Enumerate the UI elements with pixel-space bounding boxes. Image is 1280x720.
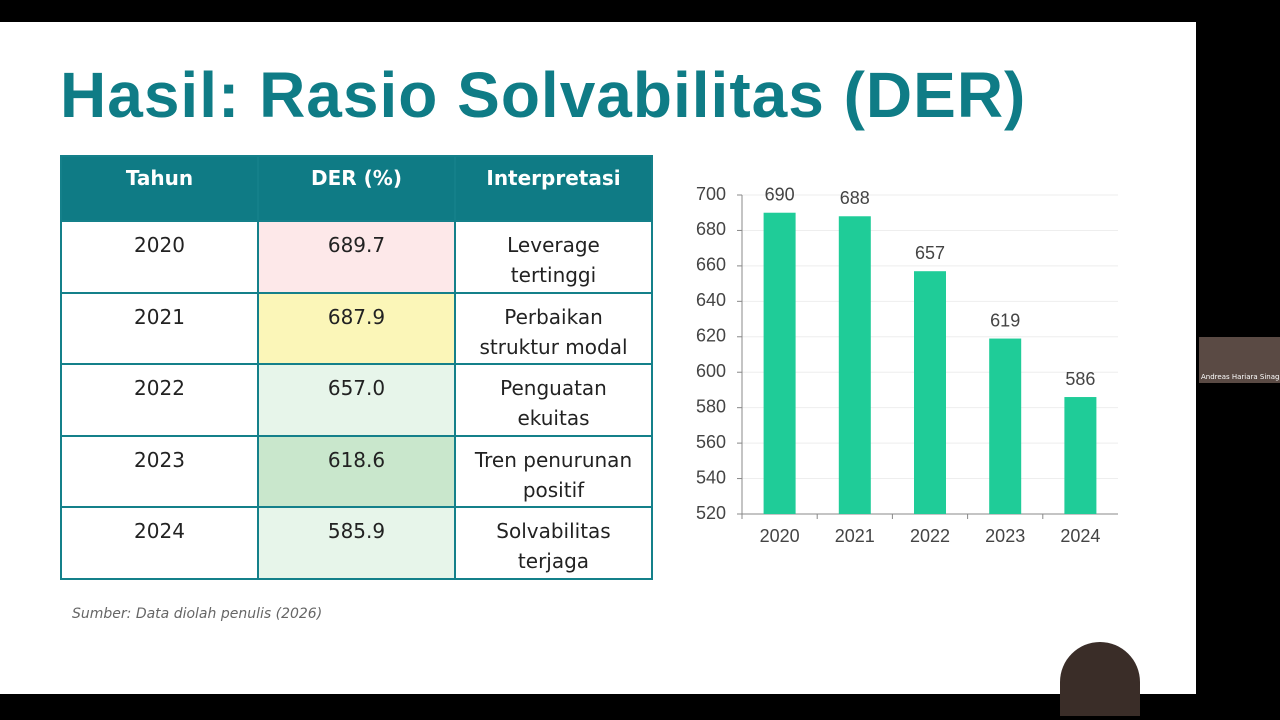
year-cell: 2020	[60, 220, 259, 294]
y-tick-label: 600	[696, 361, 726, 381]
interpretation-cell: Solvabilitas terjaga	[454, 506, 653, 580]
interpretation-line: Solvabilitas	[496, 519, 611, 543]
participant-name: Andreas Hariara Sinaga	[1201, 373, 1280, 381]
bar	[838, 216, 871, 514]
data-label: 688	[840, 188, 870, 208]
data-label: 586	[1065, 369, 1095, 389]
der-cell: 689.7	[257, 220, 456, 294]
x-tick-label: 2023	[985, 526, 1025, 546]
interpretation-line: Leverage	[507, 233, 600, 257]
table-header: Tahun DER (%) Interpretasi	[60, 155, 653, 222]
year-cell: 2023	[60, 434, 259, 508]
interpretation-line: Penguatan	[500, 376, 607, 400]
y-tick-label: 580	[696, 396, 726, 416]
der-table: Tahun DER (%) Interpretasi 2020 689.7 Leverag…	[60, 155, 653, 580]
table-row: 2024 585.9 Solvabilitas terjaga	[60, 506, 653, 580]
interpretation-cell: Perbaikan struktur modal	[454, 291, 653, 365]
data-label: 690	[765, 184, 795, 204]
y-tick-label: 700	[696, 184, 726, 204]
y-tick-label: 540	[696, 467, 726, 487]
participant-video: Andreas Hariara Sinaga	[1199, 337, 1280, 383]
der-cell: 618.6	[257, 434, 456, 508]
year-cell: 2021	[60, 291, 259, 365]
table-row: 2021 687.9 Perbaikan struktur modal	[60, 291, 653, 365]
interpretation-line: Perbaikan	[504, 304, 603, 329]
interpretation-line: positif	[522, 477, 585, 502]
y-tick-label: 560	[696, 432, 726, 452]
y-tick-label: 680	[696, 219, 726, 239]
bar-chart: 520 540 560 580 600 620 640 660 680 700 2020 690 202…	[696, 184, 1118, 546]
interpretation-line: ekuitas	[517, 406, 590, 430]
der-cell: 657.0	[257, 363, 456, 437]
year-cell: 2022	[60, 363, 259, 437]
data-label: 657	[915, 243, 945, 263]
data-label: 619	[990, 310, 1020, 330]
x-tick-label: 2020	[760, 526, 800, 546]
y-tick-label: 520	[696, 503, 726, 523]
interpretation-cell: Penguatan ekuitas	[454, 363, 653, 437]
bar	[1064, 397, 1097, 514]
table-row: 2022 657.0 Penguatan ekuitas	[60, 363, 653, 437]
interpretation-line: terjaga	[517, 549, 590, 573]
bar	[989, 338, 1022, 514]
header-cell: Tahun	[60, 155, 259, 222]
x-tick-label: 2024	[1060, 526, 1100, 546]
y-tick-label: 640	[696, 290, 726, 310]
bar	[914, 271, 946, 514]
year-cell: 2024	[60, 506, 259, 580]
x-tick-label: 2022	[910, 526, 950, 546]
source-note: Sumber: Data diolah penulis (2026)	[72, 606, 323, 622]
bar	[763, 212, 796, 514]
y-tick-label: 660	[696, 255, 726, 275]
slide: Hasil: Rasio Solvabilitas (DER) Tahun DER…	[0, 22, 1196, 716]
slide-title: Hasil: Rasio Solvabilitas (DER)	[60, 59, 1027, 131]
interpretation-line: tertinggi	[510, 263, 597, 287]
interpretation-line: Tren penurunan	[474, 447, 633, 472]
interpretation-line: struktur modal	[479, 334, 628, 359]
y-tick-label: 620	[696, 326, 726, 346]
interpretation-cell: Leverage tertinggi	[454, 220, 653, 294]
x-tick-label: 2021	[835, 526, 875, 546]
header-cell: Interpretasi	[454, 155, 653, 222]
table-row: 2020 689.7 Leverage tertinggi	[60, 220, 653, 294]
table-row: 2023 618.6 Tren penurunan positif	[60, 434, 653, 508]
header-cell: DER (%)	[257, 155, 456, 222]
interpretation-cell: Tren penurunan positif	[454, 434, 653, 508]
der-cell: 687.9	[257, 291, 456, 365]
der-cell: 585.9	[257, 506, 456, 580]
presenter-video	[1060, 642, 1140, 716]
